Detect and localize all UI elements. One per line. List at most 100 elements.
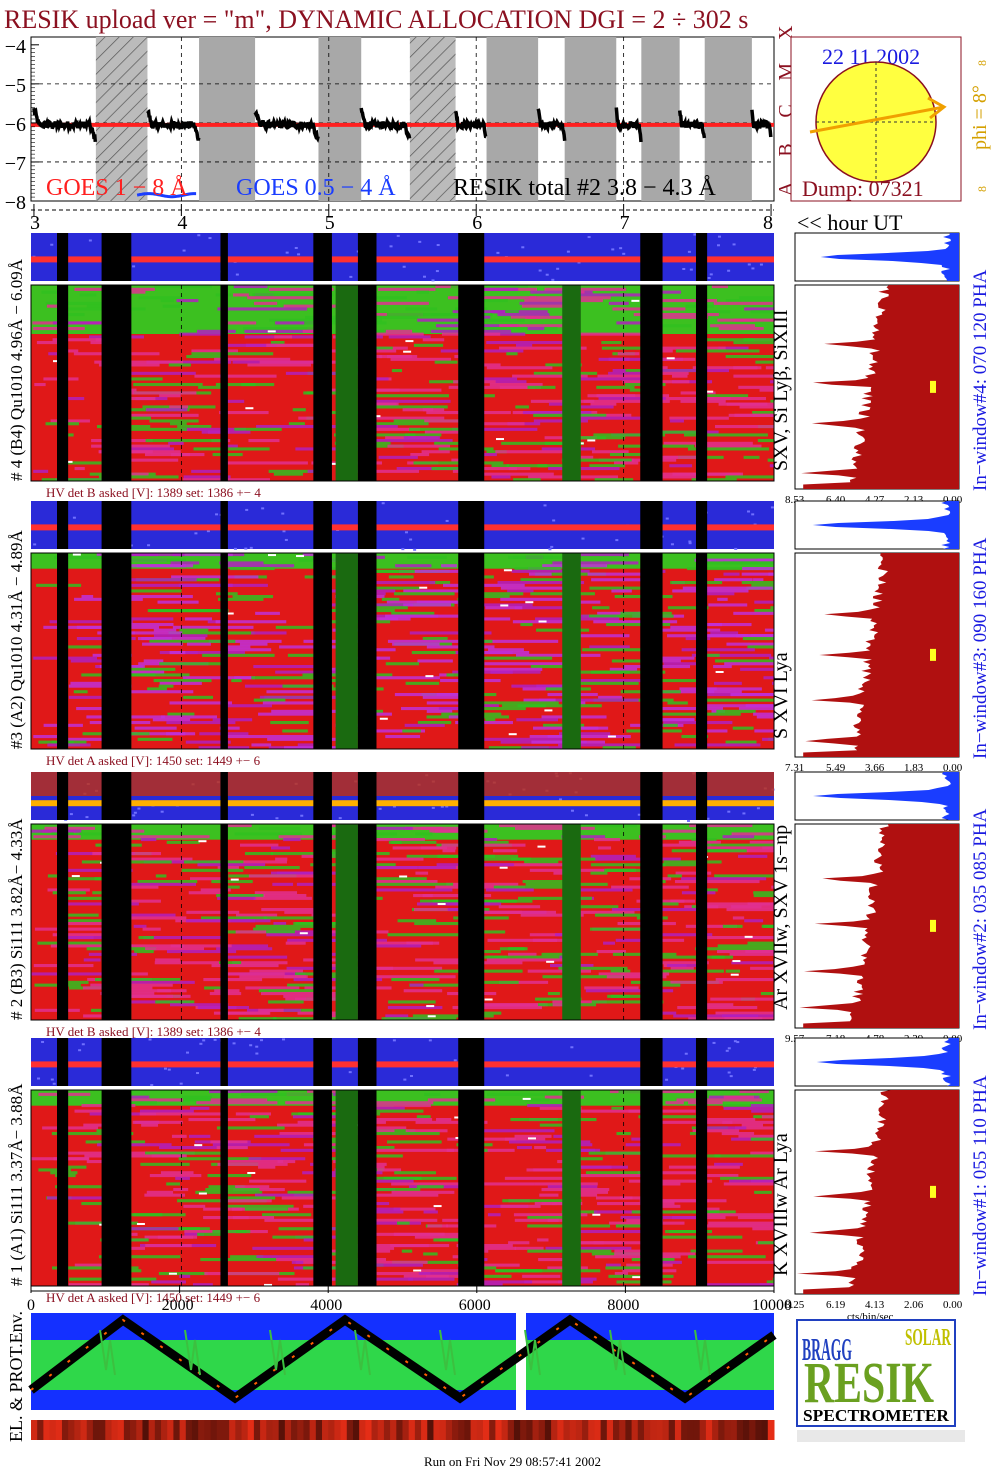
spectrogram-segment xyxy=(254,891,298,895)
env-strip-cell xyxy=(594,1420,602,1440)
spectrogram-segment xyxy=(51,1132,134,1136)
spectrogram-segment xyxy=(760,992,774,996)
spectrogram-segment xyxy=(469,656,553,660)
spectrogram-segment xyxy=(611,589,632,593)
spectrogram-segment xyxy=(217,1162,288,1166)
spectrogram-segment xyxy=(718,402,768,406)
strip-black-column xyxy=(640,233,663,281)
phi-angle: phi = 8° xyxy=(969,85,991,150)
strip-noise xyxy=(733,1040,737,1043)
spectrogram-green-column xyxy=(335,1090,358,1286)
spectrogram-segment xyxy=(157,1235,194,1239)
env-strip-cell xyxy=(297,1420,304,1440)
spectrogram-segment xyxy=(504,1176,564,1180)
spectrogram-segment xyxy=(277,1123,321,1127)
spectrogram-segment xyxy=(434,441,462,445)
spectrogram-segment xyxy=(287,653,325,657)
spectrogram-segment xyxy=(757,1241,774,1245)
env-strip-cell xyxy=(315,1420,323,1440)
spectrogram-segment xyxy=(119,916,187,920)
spectrogram-segment xyxy=(700,1283,774,1287)
spectrogram-segment xyxy=(509,1140,591,1144)
strip-noise xyxy=(129,544,133,547)
spectrogram-segment xyxy=(168,363,191,367)
spectrogram-segment xyxy=(448,385,536,389)
spectrogram-segment xyxy=(575,681,639,685)
spectrogram-segment xyxy=(538,698,579,702)
spectrogram-segment xyxy=(682,586,773,590)
spectrogram-segment xyxy=(605,1263,621,1267)
spectrogram-segment xyxy=(381,597,400,601)
spectrogram-segment xyxy=(149,419,199,423)
env-strip-cell xyxy=(631,1420,639,1440)
spectrogram-segment xyxy=(223,321,257,325)
spectrogram-spike xyxy=(508,733,517,736)
spectrogram-segment xyxy=(722,1104,774,1108)
spectrogram-segment xyxy=(112,578,197,582)
spectrogram-segment xyxy=(212,1230,247,1234)
spectrogram-segment xyxy=(202,653,275,657)
spectrogram-spike xyxy=(329,462,338,465)
spectrogram-segment xyxy=(256,1255,332,1259)
spectrogram-segment xyxy=(665,1101,684,1105)
spectrogram-segment xyxy=(211,964,279,968)
spectrogram-segment xyxy=(757,439,774,443)
spectrogram-segment xyxy=(431,467,483,471)
env-strip-cell xyxy=(173,1420,181,1440)
spectrogram-segment xyxy=(277,1160,296,1164)
spectrogram-segment xyxy=(219,1199,272,1203)
spectrogram-segment xyxy=(508,952,537,956)
spectrogram-segment xyxy=(200,888,231,892)
spectrogram-segment xyxy=(478,453,497,457)
spectrogram-segment xyxy=(139,1112,227,1116)
spectrogram-segment xyxy=(485,718,496,722)
env-green-band xyxy=(31,1340,774,1390)
spectrogram-segment xyxy=(251,631,287,635)
spectrogram-segment xyxy=(763,676,774,680)
strip-noise xyxy=(392,1039,396,1042)
spectrogram-segment xyxy=(166,950,237,954)
env-strip-cell xyxy=(668,1420,676,1440)
strip-black-column xyxy=(220,1038,228,1086)
spectrogram-segment xyxy=(401,707,477,711)
spectral-lines-label: S XVI Lya xyxy=(770,652,792,739)
spectrogram-spike xyxy=(544,709,553,712)
strip-noise xyxy=(249,546,253,549)
spectrogram-segment xyxy=(730,693,774,697)
spectrogram-segment xyxy=(483,1182,535,1186)
env-strip-cell xyxy=(210,1420,218,1440)
spectrogram-segment xyxy=(608,371,643,375)
env-strip-cell xyxy=(55,1420,63,1440)
spectrogram-segment xyxy=(750,310,774,314)
spectrogram-segment xyxy=(41,478,116,482)
spectrogram-segment xyxy=(98,475,179,479)
spectrogram-segment xyxy=(363,416,445,420)
spectrogram-segment xyxy=(252,1246,319,1250)
spectrogram-segment xyxy=(149,639,236,643)
spectrogram-segment xyxy=(452,1255,464,1259)
strip-black-column xyxy=(695,501,708,549)
strip-noise xyxy=(770,506,774,509)
spectrogram-segment xyxy=(738,1134,774,1138)
strip-noise xyxy=(689,268,693,271)
env-strip-cell xyxy=(235,1420,243,1440)
spectrogram-segment xyxy=(423,1252,438,1256)
spectrogram-segment xyxy=(47,874,59,878)
spectrogram-segment xyxy=(284,910,327,914)
logo-frame xyxy=(796,1319,956,1427)
spectrogram-segment xyxy=(548,467,620,471)
spectrogram-black-column xyxy=(357,1090,377,1286)
sun-arrow-line xyxy=(809,105,945,134)
strip-noise xyxy=(684,1052,688,1055)
spectrogram-segment xyxy=(360,405,448,409)
strip-noise xyxy=(392,805,396,808)
spectrogram-segment xyxy=(407,555,447,559)
spectrogram-segment xyxy=(204,986,228,990)
spectrogram-segment xyxy=(753,712,774,716)
spectrogram-segment xyxy=(479,315,491,319)
spectrogram-segment xyxy=(219,561,264,565)
spectrogram-segment xyxy=(212,718,253,722)
spectrogram-segment xyxy=(593,857,681,861)
spectrogram-spike xyxy=(631,299,640,302)
